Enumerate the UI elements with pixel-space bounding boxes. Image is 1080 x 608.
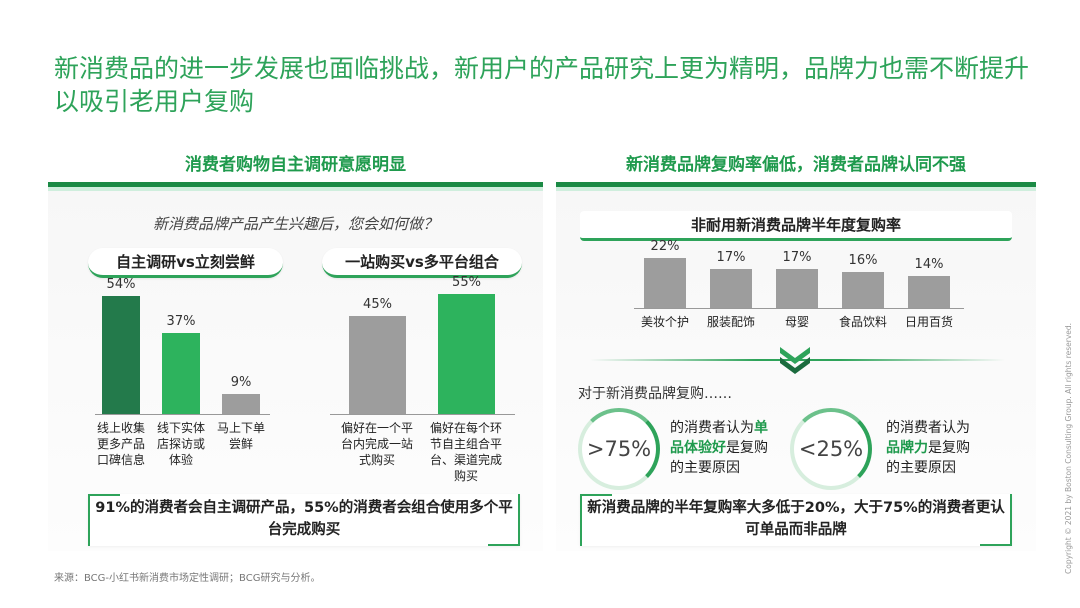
left-panel-bar — [48, 182, 543, 187]
bar-category-label: 母婴 — [784, 315, 809, 329]
bar-category-label: 美妆个护 — [640, 315, 689, 329]
bar-value-label: 22% — [650, 239, 680, 254]
bar-value-label: 45% — [363, 296, 392, 312]
bar-g1-2 — [222, 394, 260, 414]
stat-circle-single-product: >75% — [578, 408, 660, 490]
source-note: 来源：BCG-小红书新消费市场定性调研；BCG研究与分析。 — [54, 573, 321, 584]
stat-circle-brand: <25% — [790, 408, 872, 490]
repurchase-intro: 对于新消费品牌复购…… — [578, 386, 732, 402]
left-conclusion: 91%的消费者会自主调研产品，55%的消费者会组合使用多个平台完成购买 — [88, 494, 520, 546]
axis-line-g1 — [95, 414, 270, 415]
bar-value-label: 37% — [166, 314, 196, 330]
bar-value-label: 17% — [782, 250, 812, 266]
axis-line-r — [634, 308, 964, 309]
bar-category-label: 食品饮料 — [838, 315, 887, 329]
axis-line-g2 — [330, 414, 515, 415]
bar-category-label: 服装配饰 — [706, 315, 755, 329]
survey-question: 新消费品牌产品产生兴趣后，您会如何做？ — [152, 215, 438, 233]
bar-r-1 — [710, 269, 752, 308]
bar-value-label: 16% — [848, 252, 878, 268]
bar-value-label: 55% — [452, 274, 481, 290]
bar-category-label: 偏好在每个环节自主组合平台、渠道完成购买 — [429, 421, 502, 483]
left-panel-bar-light — [48, 187, 543, 191]
bar-category-label: 偏好在一个平台内完成一站式购买 — [340, 421, 413, 467]
right-panel-bar — [556, 182, 1036, 187]
bar-category-label: 线下实体店探访或体验 — [156, 421, 205, 467]
bar-g2-1 — [438, 293, 495, 414]
bar-g2-0 — [349, 315, 406, 414]
group1-label: 自主调研vs立刻尝鲜 — [88, 248, 283, 278]
bar-g1-0 — [102, 296, 140, 414]
right-panel-heading: 新消费品牌复购率偏低，消费者品牌认同不强 — [626, 155, 966, 175]
bar-category-label: 马上下单尝鲜 — [216, 421, 265, 451]
stat-text-single-product: 的消费者认为单 品体验好是复购 的主要原因 — [670, 420, 768, 476]
chevron-down-icon — [780, 347, 810, 374]
bar-value-label: 9% — [230, 375, 252, 391]
left-panel-heading: 消费者购物自主调研意愿明显 — [185, 155, 406, 175]
bar-r-4 — [908, 276, 950, 308]
repurchase-chart-title: 非耐用新消费品牌半年度复购率 — [580, 211, 1012, 241]
bar-value-label: 14% — [914, 257, 944, 273]
bar-r-3 — [842, 271, 884, 308]
right-panel-bar-light — [556, 187, 1036, 191]
bar-value-label: 17% — [716, 250, 746, 266]
bar-value-label: 54% — [106, 277, 136, 292]
bar-category-label: 日用百货 — [904, 315, 953, 329]
bar-g1-1 — [162, 333, 200, 414]
bar-r-2 — [776, 269, 818, 308]
group2-label: 一站购买vs多平台组合 — [322, 248, 522, 278]
page-title: 新消费品的进一步发展也面临挑战，新用户的产品研究上更为精明，品牌力也需不断提升以… — [54, 54, 1030, 116]
stat-text-brand: 的消费者认为 品牌力是复购 的主要原因 — [886, 420, 970, 476]
right-conclusion: 新消费品牌的半年复购率大多低于20%，大于75%的消费者更认可单品而非品牌 — [580, 494, 1012, 546]
copyright-note: Copyright © 2021 by Boston Consulting Gr… — [1064, 322, 1073, 574]
bar-r-0 — [644, 258, 686, 308]
bar-category-label: 线上收集更多产品口碑信息 — [96, 421, 145, 467]
